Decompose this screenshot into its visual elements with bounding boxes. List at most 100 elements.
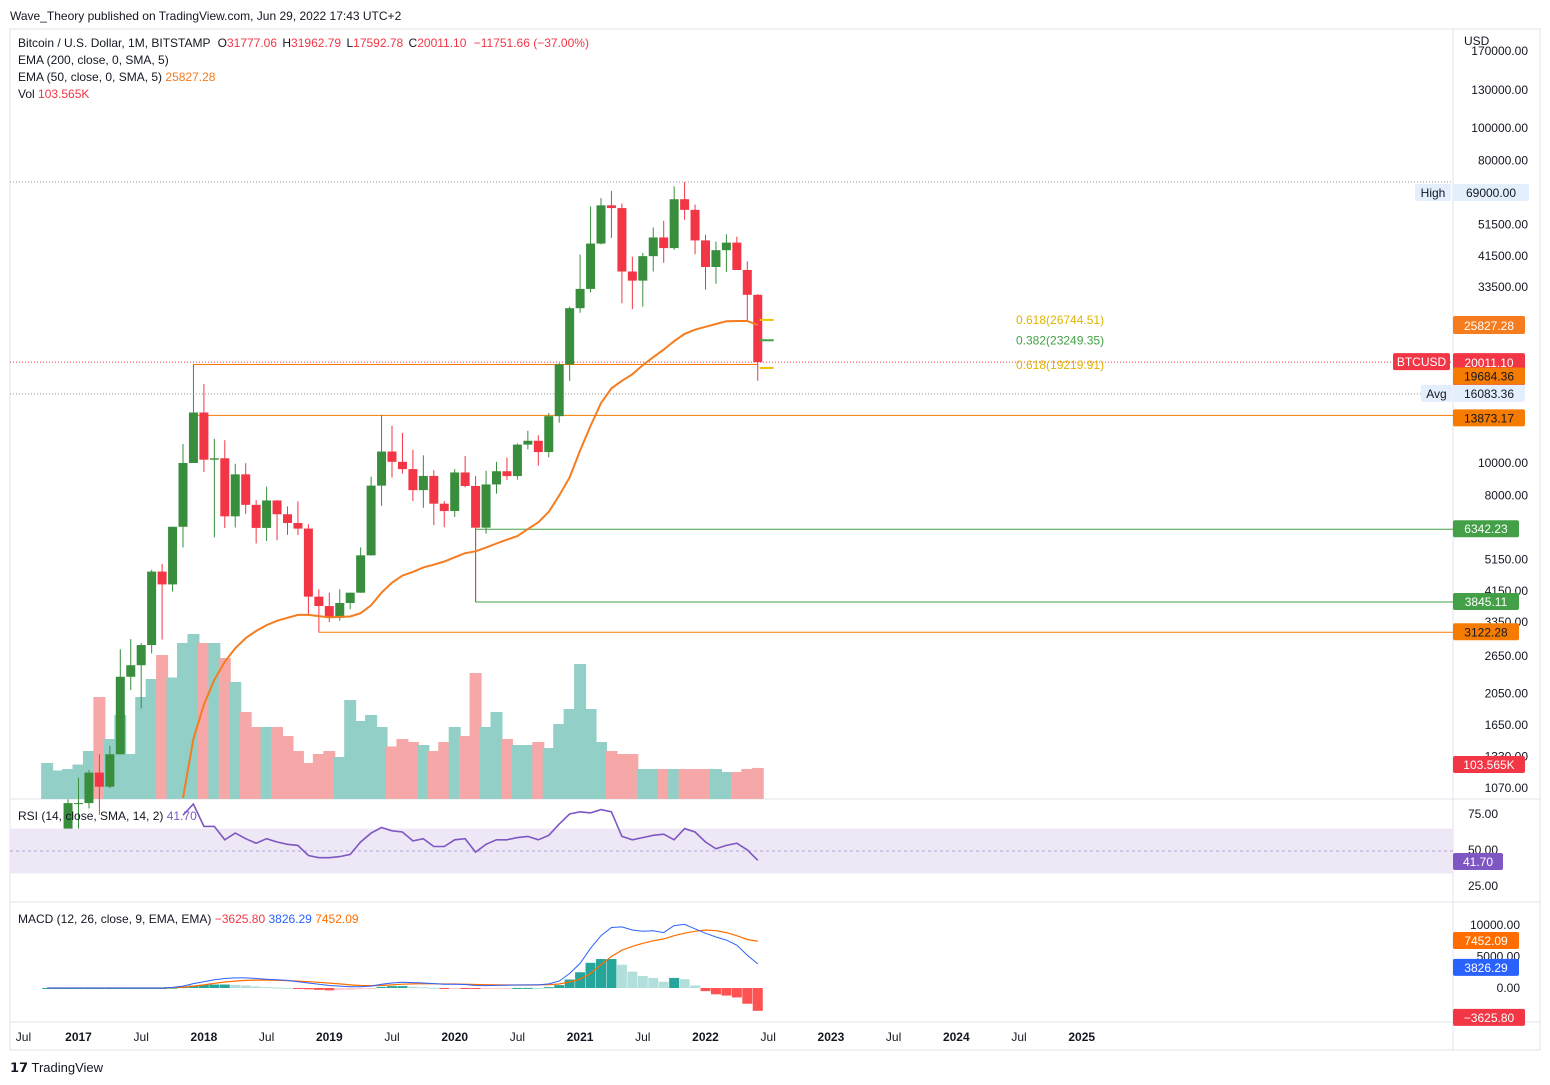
macd-histogram-bar xyxy=(355,988,366,990)
ema200-legend[interactable]: EMA (200, close, 0, SMA, 5) xyxy=(18,53,169,67)
publisher-line: Wave_Theory published on TradingView.com… xyxy=(10,9,402,23)
ohlc-open: 31777.06 xyxy=(226,36,278,50)
time-tick-label: Jul xyxy=(384,1030,399,1044)
ohlc-high-label: H xyxy=(282,36,292,50)
tradingview-wordmark: TradingView xyxy=(31,1060,104,1075)
candle-body xyxy=(481,484,491,528)
macd-histogram-bar xyxy=(439,988,450,989)
avg-value-label: 16083.36 xyxy=(1453,384,1525,402)
macd-tick-label: 0.00 xyxy=(1497,981,1521,995)
candle-body xyxy=(147,571,157,646)
candle-body xyxy=(554,364,564,417)
volume-bar xyxy=(511,745,524,799)
volume-bar xyxy=(344,700,357,799)
macd-line xyxy=(47,923,759,989)
time-tick-label: Jul xyxy=(1011,1030,1026,1044)
candle-body xyxy=(74,803,83,805)
candle-body xyxy=(648,237,658,257)
macd-histogram-bar xyxy=(407,986,418,988)
volume-legend[interactable]: Vol 103.565K xyxy=(18,87,89,101)
candle-body xyxy=(241,474,251,505)
volume-bar xyxy=(678,769,691,799)
symbol-price-tag-bg xyxy=(1393,353,1450,371)
candle-body xyxy=(126,665,136,677)
level-19684-label: 19684.36 xyxy=(1453,367,1525,385)
volume-bar xyxy=(459,736,472,799)
volume-bar xyxy=(584,709,597,799)
price-tick-label: 2650.00 xyxy=(1485,649,1529,663)
volume-bar xyxy=(532,742,545,799)
level-3845-label: 3845.11 xyxy=(1453,593,1519,611)
candle-body xyxy=(680,199,690,210)
candle-body xyxy=(324,606,334,618)
candle-body xyxy=(690,209,700,241)
macd-title: MACD (12, 26, close, 9, EMA, EMA) xyxy=(18,912,212,926)
macd-histogram-bar xyxy=(596,959,606,988)
symbol-name: Bitcoin / U.S. Dollar, 1M, BITSTAMP xyxy=(18,36,211,50)
ema50-legend[interactable]: EMA (50, close, 0, SMA, 5) 25827.28 xyxy=(18,70,215,84)
macd-histogram-bar xyxy=(575,972,586,988)
time-tick-label: 2019 xyxy=(316,1030,343,1044)
macd-hist-last-label-text: −3625.80 xyxy=(1464,1011,1515,1025)
candle-body xyxy=(272,500,282,515)
level-3122-label-text: 3122.28 xyxy=(1464,625,1508,639)
candle-body xyxy=(711,250,721,267)
volume-bar xyxy=(626,754,639,799)
symbol-legend[interactable]: Bitcoin / U.S. Dollar, 1M, BITSTAMP O317… xyxy=(18,36,589,50)
high-tag: High xyxy=(1415,184,1451,201)
high-tag-text: High xyxy=(1421,186,1446,200)
high-tag-bg xyxy=(1415,184,1451,201)
volume-last-label: 103.565K xyxy=(1453,756,1525,773)
macd-histogram-bar xyxy=(564,979,575,988)
candle-body xyxy=(178,463,188,527)
volume-last-label-text: 103.565K xyxy=(1463,758,1514,772)
candle-body xyxy=(638,256,648,281)
avg-value-label-text: 16083.36 xyxy=(1464,387,1514,401)
macd-histogram-bar xyxy=(648,977,659,988)
volume-bar xyxy=(197,643,210,799)
candle-body xyxy=(220,458,230,517)
time-tick-label: 2017 xyxy=(65,1030,92,1044)
candle-body xyxy=(94,772,104,787)
ema200-title: EMA (200, close, 0, SMA, 5) xyxy=(18,53,169,67)
macd-signal-last-label-bg xyxy=(1453,932,1519,950)
macd-histogram-bar xyxy=(481,988,492,989)
volume-value: 103.565K xyxy=(38,87,90,101)
candle-body xyxy=(429,475,439,504)
macd-histogram-bar xyxy=(470,988,481,990)
candle-body xyxy=(209,458,219,460)
ohlc-open-label: O xyxy=(217,36,227,50)
volume-bar xyxy=(563,709,576,799)
level-3845-label-bg xyxy=(1453,593,1519,611)
macd-histogram-bar xyxy=(428,987,439,989)
candle-body xyxy=(199,412,209,460)
candle-body xyxy=(450,472,460,511)
macd-histogram-bar xyxy=(627,971,638,988)
candle-body xyxy=(586,243,596,289)
macd-histogram-bar xyxy=(731,988,742,998)
macd-histogram-bar xyxy=(533,987,544,989)
volume-bar xyxy=(469,673,482,799)
candle-body xyxy=(544,416,554,453)
volume-bar xyxy=(156,655,169,799)
rsi-line xyxy=(182,802,759,861)
macd-histogram-bar xyxy=(742,988,753,1004)
volume-bar xyxy=(365,715,378,799)
macd-histogram-bar xyxy=(512,987,523,989)
macd-histogram-bar xyxy=(679,979,690,988)
candle-body xyxy=(188,412,198,463)
macd-histogram-bar xyxy=(324,988,335,991)
ema50-price-label-bg xyxy=(1453,315,1525,334)
volume-bar xyxy=(333,757,346,799)
macd-histogram-bar xyxy=(501,988,512,989)
time-tick-label: 2024 xyxy=(943,1030,970,1044)
macd-signal-last-label: 7452.09 xyxy=(1453,932,1519,950)
rsi-legend[interactable]: RSI (14, close, SMA, 14, 2) 41.70 xyxy=(18,809,197,823)
macd-histogram-bar xyxy=(230,984,241,988)
tradingview-branding[interactable]: 𝟭𝟳 TradingView xyxy=(10,1060,103,1076)
price-tick-label: 1650.00 xyxy=(1485,718,1529,732)
macd-legend[interactable]: MACD (12, 26, close, 9, EMA, EMA) −3625.… xyxy=(18,912,359,926)
candle-body xyxy=(168,526,178,585)
